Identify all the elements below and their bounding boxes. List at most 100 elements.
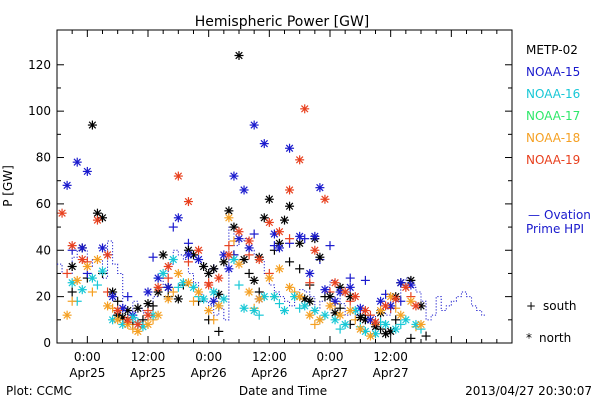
north-marker bbox=[168, 255, 178, 265]
legend-entry: NOAA-15 bbox=[526, 65, 580, 79]
north-marker bbox=[214, 273, 224, 283]
north-marker bbox=[320, 285, 330, 295]
north-marker bbox=[280, 306, 289, 316]
legend-entry: NOAA-19 bbox=[526, 153, 580, 167]
north-marker bbox=[183, 250, 193, 260]
legend-ovation-label: Ovation bbox=[544, 208, 591, 222]
south-marker bbox=[274, 299, 284, 309]
south-marker bbox=[214, 326, 224, 336]
south-marker bbox=[335, 324, 345, 334]
x-tick-label-date: Apr26 bbox=[251, 366, 287, 380]
y-axis-label: P [GW] bbox=[1, 165, 15, 207]
north-marker bbox=[234, 51, 244, 61]
x-tick-label-date: Apr25 bbox=[130, 366, 166, 380]
north-marker bbox=[214, 301, 224, 311]
south-marker bbox=[62, 268, 72, 278]
north-marker bbox=[98, 266, 107, 276]
north-marker bbox=[72, 157, 82, 167]
north-marker bbox=[345, 306, 355, 316]
north-marker bbox=[254, 294, 264, 304]
north-marker bbox=[92, 255, 102, 265]
north-marker bbox=[340, 319, 350, 329]
x-tick-label-time: 12:00 bbox=[373, 350, 408, 364]
north-marker bbox=[204, 306, 214, 316]
north-marker bbox=[249, 275, 259, 285]
north-marker bbox=[305, 268, 315, 278]
north-marker bbox=[360, 306, 370, 316]
north-marker bbox=[315, 252, 325, 262]
south-marker bbox=[345, 273, 355, 283]
north-marker bbox=[274, 264, 284, 274]
north-marker bbox=[264, 194, 274, 204]
north-marker bbox=[244, 287, 254, 297]
north-marker bbox=[401, 282, 411, 292]
south-marker bbox=[148, 252, 158, 262]
north-marker bbox=[234, 259, 244, 269]
legend-entry: NOAA-16 bbox=[526, 87, 580, 101]
north-marker bbox=[103, 250, 113, 260]
footer-timestamp: 2013/04/27 20:30:07 bbox=[465, 384, 592, 398]
north-marker bbox=[143, 287, 153, 297]
north-marker bbox=[305, 310, 315, 320]
south-marker bbox=[396, 319, 406, 329]
north-marker bbox=[310, 231, 320, 241]
legend-south-mark: + bbox=[526, 299, 536, 313]
south-marker bbox=[189, 296, 198, 306]
north-marker bbox=[320, 194, 330, 204]
north-marker bbox=[173, 268, 183, 278]
north-marker bbox=[264, 273, 274, 283]
north-marker bbox=[194, 287, 204, 297]
north-marker bbox=[269, 292, 279, 302]
north-marker bbox=[315, 183, 325, 193]
y-tick-label: 40 bbox=[36, 243, 51, 257]
north-marker bbox=[98, 243, 107, 253]
north-marker bbox=[143, 310, 153, 320]
legend-ovation-dash: — bbox=[528, 208, 540, 222]
north-marker bbox=[143, 299, 153, 309]
x-tick-label-time: 0:00 bbox=[195, 350, 222, 364]
legend-entry: METP-02 bbox=[526, 43, 578, 57]
south-marker bbox=[391, 315, 401, 325]
south-marker bbox=[360, 275, 370, 285]
north-marker bbox=[209, 264, 219, 274]
north-marker bbox=[143, 319, 153, 329]
north-marker bbox=[183, 278, 193, 288]
north-marker bbox=[67, 241, 77, 251]
legend-entry: NOAA-18 bbox=[526, 131, 580, 145]
north-marker bbox=[163, 282, 173, 292]
y-tick-label: 120 bbox=[28, 58, 51, 72]
south-marker bbox=[224, 241, 234, 251]
north-marker bbox=[158, 268, 168, 278]
legend-north-label: north bbox=[539, 331, 571, 345]
north-marker bbox=[199, 261, 209, 271]
y-tick-label: 0 bbox=[43, 336, 51, 350]
south-marker bbox=[249, 229, 259, 239]
north-marker bbox=[219, 294, 229, 304]
north-marker bbox=[123, 315, 133, 325]
north-marker bbox=[350, 292, 360, 302]
ovation-prime-line bbox=[57, 226, 487, 321]
x-tick-label-time: 0:00 bbox=[74, 350, 101, 364]
north-marker bbox=[381, 319, 391, 329]
south-marker bbox=[325, 241, 335, 251]
y-tick-label: 80 bbox=[36, 151, 51, 165]
north-marker bbox=[77, 255, 87, 265]
south-marker bbox=[310, 319, 320, 329]
north-marker bbox=[67, 261, 77, 271]
north-marker bbox=[274, 243, 284, 253]
south-marker bbox=[67, 287, 77, 297]
north-marker bbox=[280, 215, 289, 225]
north-marker bbox=[113, 315, 123, 325]
north-marker bbox=[259, 139, 269, 149]
north-marker bbox=[194, 245, 204, 255]
north-marker bbox=[173, 294, 183, 304]
north-marker bbox=[416, 319, 426, 329]
north-marker bbox=[249, 120, 259, 130]
y-tick-label: 100 bbox=[28, 104, 51, 118]
north-marker bbox=[295, 292, 305, 302]
north-marker bbox=[204, 280, 214, 290]
north-marker bbox=[133, 319, 143, 329]
north-marker bbox=[285, 185, 295, 195]
north-marker bbox=[153, 310, 163, 320]
north-marker bbox=[62, 180, 72, 190]
